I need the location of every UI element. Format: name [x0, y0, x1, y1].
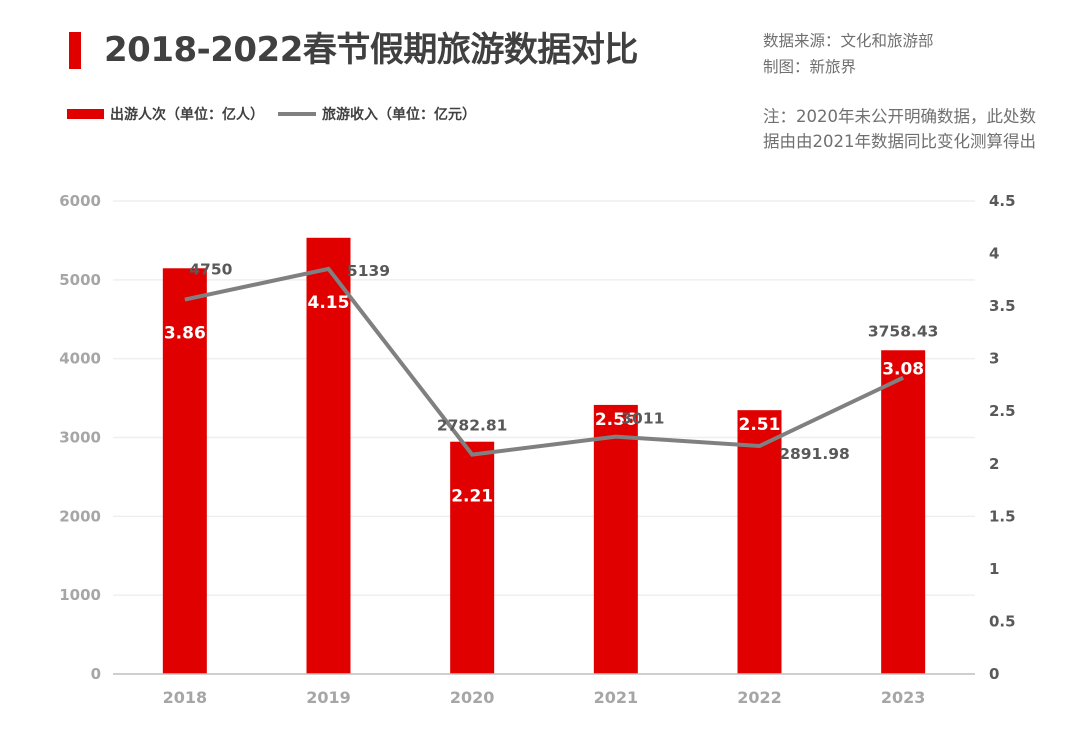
- left-tick-label: 0: [91, 665, 101, 683]
- right-tick-label: 4: [989, 245, 999, 263]
- legend-line-label: 旅游收入（单位：亿元）: [322, 107, 476, 123]
- left-axis-ticks: 0 1000 2000 3000 4000 5000 6000: [59, 192, 101, 683]
- right-tick-label: 2: [989, 455, 999, 473]
- line-data-label: 3758.43: [868, 323, 939, 341]
- line-data-label: 4750: [189, 261, 232, 279]
- line-data-label: 3011: [621, 410, 664, 428]
- bar-label: 2.21: [451, 487, 493, 507]
- bar-label: 2.51: [739, 415, 781, 435]
- bar-label: 2.56: [595, 410, 637, 430]
- x-tick-label: 2021: [594, 688, 639, 707]
- income-line: [184, 266, 905, 457]
- legend-bar-swatch: [67, 109, 104, 119]
- bar-2021: [593, 404, 638, 674]
- x-axis-ticks: 2018 2019 2020 2021 2022 2023: [163, 688, 926, 707]
- legend-line-swatch: [278, 112, 316, 116]
- x-tick-label: 2018: [163, 688, 208, 707]
- left-tick-label: 6000: [59, 192, 101, 210]
- right-tick-label: 2.5: [989, 402, 1016, 420]
- note-line-1: 注：2020年未公开明确数据，此处数: [763, 107, 1036, 126]
- chart-title: 2018-2022春节假期旅游数据对比: [104, 30, 638, 70]
- bar-2019: [306, 237, 351, 675]
- bar-label: 4.15: [308, 293, 350, 313]
- gridlines: [113, 200, 975, 596]
- right-tick-label: 1: [989, 560, 999, 578]
- bar-2018: [162, 268, 207, 674]
- title-accent-bar: [69, 32, 81, 69]
- x-tick-label: 2019: [306, 688, 351, 707]
- income-line-series: [184, 266, 905, 457]
- right-tick-label: 1.5: [989, 507, 1016, 525]
- legend-bar-label: 出游人次（单位：亿人）: [110, 107, 264, 123]
- bars: [162, 237, 926, 675]
- bar-2023: [881, 350, 926, 674]
- left-tick-label: 2000: [59, 507, 101, 525]
- right-tick-label: 3.5: [989, 297, 1016, 315]
- line-data-label: 2891.98: [779, 445, 850, 463]
- left-tick-label: 4000: [59, 350, 101, 368]
- bar-label: 3.08: [882, 359, 924, 379]
- right-tick-label: 0: [989, 665, 999, 683]
- left-tick-label: 1000: [59, 586, 101, 604]
- left-tick-label: 3000: [59, 429, 101, 447]
- right-tick-label: 0.5: [989, 612, 1016, 630]
- source-info: 数据来源：文化和旅游部 制图：新旅界: [763, 28, 934, 80]
- line-data-label: 5139: [347, 262, 390, 280]
- footnote: 注：2020年未公开明确数据，此处数 据由由2021年数据同比变化测算得出: [763, 104, 1036, 154]
- source-line: 数据来源：文化和旅游部: [763, 32, 934, 50]
- line-data-label: 2782.81: [437, 417, 508, 435]
- x-tick-label: 2022: [737, 688, 782, 707]
- x-tick-label: 2020: [450, 688, 495, 707]
- chart-legend: 出游人次（单位：亿人） 旅游收入（单位：亿元）: [67, 104, 476, 124]
- note-line-2: 据由由2021年数据同比变化测算得出: [763, 132, 1036, 151]
- bar-data-labels: 3.86 4.15 2.21 2.56 2.51 3.08: [164, 293, 924, 507]
- x-tick-label: 2023: [881, 688, 926, 707]
- right-axis-ticks: 0 0.5 1 1.5 2 2.5 3 3.5 4 4.5: [989, 192, 1016, 683]
- right-tick-label: 4.5: [989, 192, 1016, 210]
- left-tick-label: 5000: [59, 271, 101, 289]
- line-data-labels: 4750 5139 2782.81 3011 2891.98 3758.43: [189, 261, 938, 463]
- bar-label: 3.86: [164, 323, 206, 343]
- bar-2020: [450, 441, 495, 674]
- credit-line: 制图：新旅界: [763, 58, 857, 76]
- bar-2022: [737, 410, 782, 674]
- right-tick-label: 3: [989, 350, 999, 368]
